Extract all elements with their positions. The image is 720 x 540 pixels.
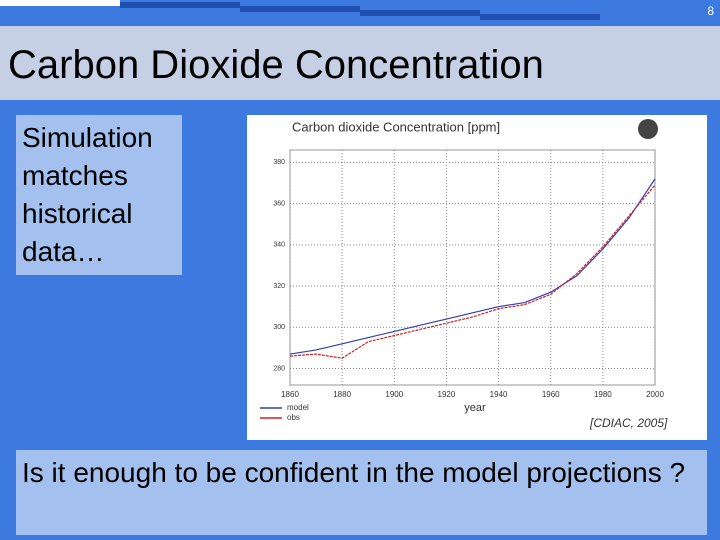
text-box: Is it enough to be confident in the mode… xyxy=(16,450,707,535)
text-box: Simulation matches historical data… xyxy=(16,115,182,275)
legend-label: obs xyxy=(287,413,300,422)
x-tick-label: 2000 xyxy=(646,390,664,399)
decor xyxy=(480,14,600,20)
x-tick-label: 1880 xyxy=(333,390,351,399)
y-tick-label: 320 xyxy=(273,283,285,290)
slide-number: 8 xyxy=(707,4,714,18)
x-tick-label: 1900 xyxy=(385,390,403,399)
caption: [CDIAC, 2005] xyxy=(589,416,668,430)
y-tick-label: 360 xyxy=(273,200,285,207)
line xyxy=(289,178,656,355)
decor xyxy=(0,0,120,6)
decor xyxy=(240,6,360,12)
x-axis-label: year xyxy=(464,402,486,414)
x-tick-label: 1940 xyxy=(490,390,508,399)
y-tick-label: 340 xyxy=(273,242,285,249)
slide-title: Carbon Dioxide Concentration xyxy=(0,26,720,100)
legend-label: model xyxy=(287,403,309,412)
chart-title: Carbon dioxide Concentration [ppm] xyxy=(292,119,500,134)
chart-image xyxy=(247,115,707,440)
line xyxy=(289,184,656,359)
plot-frame xyxy=(289,149,656,386)
decor xyxy=(360,10,480,16)
logo xyxy=(638,119,658,139)
y-tick-label: 380 xyxy=(273,159,285,166)
x-tick-label: 1960 xyxy=(542,390,560,399)
y-tick-label: 300 xyxy=(273,324,285,331)
decor xyxy=(120,2,240,8)
x-tick-label: 1860 xyxy=(281,390,299,399)
y-tick-label: 280 xyxy=(273,365,285,372)
x-tick-label: 1980 xyxy=(594,390,612,399)
x-tick-label: 1920 xyxy=(438,390,456,399)
